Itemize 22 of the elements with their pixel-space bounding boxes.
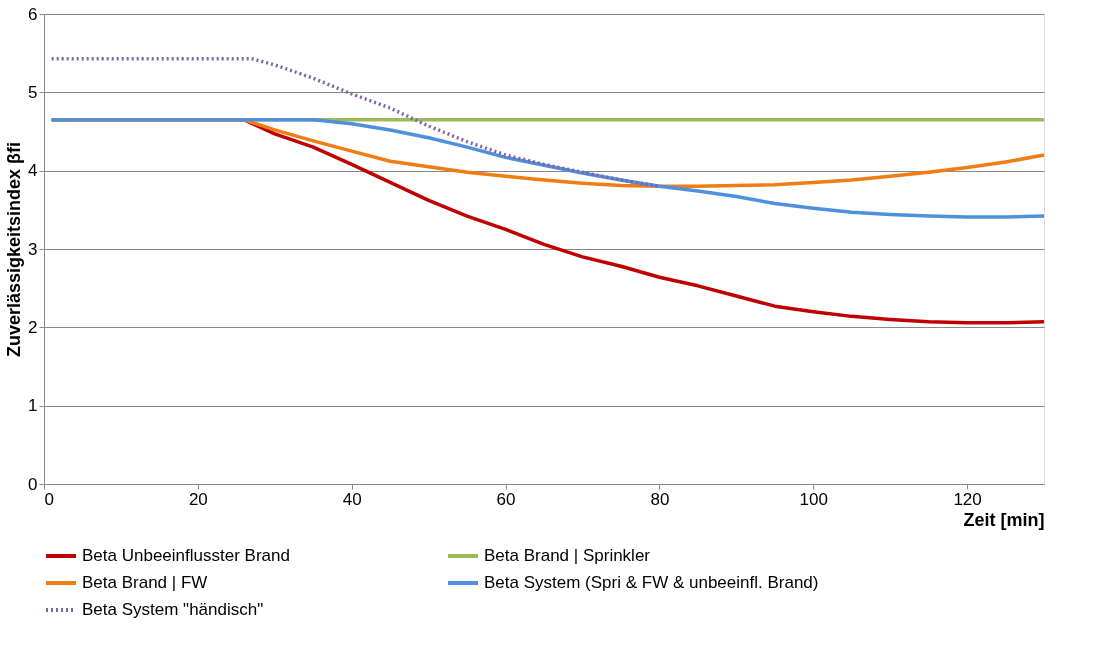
y-tick-label: 2 xyxy=(28,317,38,337)
x-tick-label: 20 xyxy=(188,489,208,509)
x-tick-label: 100 xyxy=(799,489,828,509)
legend-label: Beta System (Spri & FW & unbeeinfl. Brand) xyxy=(484,573,819,592)
y-tick-label: 5 xyxy=(28,82,38,102)
y-tick-label: 4 xyxy=(28,161,38,181)
x-axis-title: Zeit [min] xyxy=(963,509,1045,530)
legend-label: Beta Brand | FW xyxy=(82,573,208,592)
line-series xyxy=(49,118,1046,219)
x-tick-label: 60 xyxy=(496,489,516,509)
legend-label: Beta System "händisch" xyxy=(82,600,264,619)
x-tick-label: 40 xyxy=(342,489,362,509)
y-tick-label: 0 xyxy=(28,474,38,494)
x-tick-label: 120 xyxy=(953,489,982,509)
x-tick-label: 0 xyxy=(44,489,54,509)
legend-label: Beta Brand | Sprinkler xyxy=(484,546,651,565)
y-tick-label: 6 xyxy=(28,4,38,24)
x-tick-label: 80 xyxy=(650,489,670,509)
y-axis-title: Zuverlässigkeitsindex βfi xyxy=(4,141,25,358)
y-tick-label: 1 xyxy=(28,396,38,416)
legend-label: Beta Unbeeinflusster Brand xyxy=(82,546,290,565)
y-tick-label: 3 xyxy=(28,239,38,259)
